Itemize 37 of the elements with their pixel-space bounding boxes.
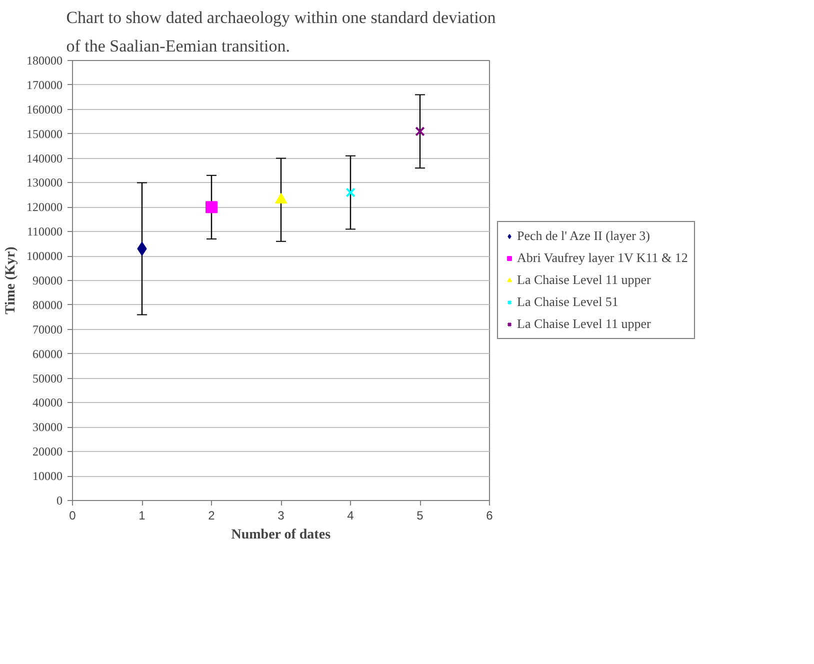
x-tick-label: 2 <box>208 508 216 522</box>
y-tick-label: 10000 <box>32 469 62 484</box>
y-tick-label: 80000 <box>32 298 62 312</box>
y-tick-label: 60000 <box>32 346 62 361</box>
y-tick-label: 160000 <box>26 102 62 116</box>
point <box>415 126 425 136</box>
x-tick-label: 5 <box>416 508 424 522</box>
y-tick-label: 110000 <box>26 224 63 239</box>
y-tick-label: 50000 <box>32 371 62 386</box>
y-tick-label: 130000 <box>26 176 62 190</box>
y-tick-label: 100000 <box>26 249 62 264</box>
legend-label: La Chaise Level 51 <box>517 294 618 310</box>
y-tick-label: 30000 <box>32 420 62 434</box>
legend-label: Pech de l' Aze II (layer 3) <box>517 228 650 244</box>
y-tick-label: 70000 <box>32 322 62 336</box>
x-tick-label: 3 <box>278 508 285 522</box>
legend-label: Abri Vaufrey layer 1V K11 & 12 <box>517 250 688 266</box>
x-axis-title: Number of dates <box>231 528 332 542</box>
y-axis-title: Time (Kyr) <box>4 246 18 314</box>
x-tick-label: 4 <box>347 508 354 522</box>
x-tick-label: 1 <box>138 508 146 522</box>
y-tick-label: 90000 <box>32 274 62 288</box>
y-tick-label: 170000 <box>26 78 62 92</box>
y-tick-label: 150000 <box>26 126 62 141</box>
y-tick-label: 140000 <box>26 151 62 166</box>
point <box>206 201 218 214</box>
x-tick-label: 6 <box>486 508 494 522</box>
y-tick-label: 180000 <box>26 54 62 68</box>
legend-label: La Chaise Level 11 upper <box>517 316 651 332</box>
y-tick-label: 0 <box>56 494 62 508</box>
x-tick-label: 0 <box>69 508 76 522</box>
y-tick-label: 40000 <box>32 396 62 410</box>
y-tick-label: 120000 <box>26 200 62 214</box>
y-tick-label: 20000 <box>32 444 62 459</box>
point <box>346 188 356 198</box>
legend-label: La Chaise Level 11 upper <box>517 272 651 288</box>
chart-title: Chart to show dated archaeology within one standard deviation of the Saalian-Eemian transition. <box>66 8 496 56</box>
